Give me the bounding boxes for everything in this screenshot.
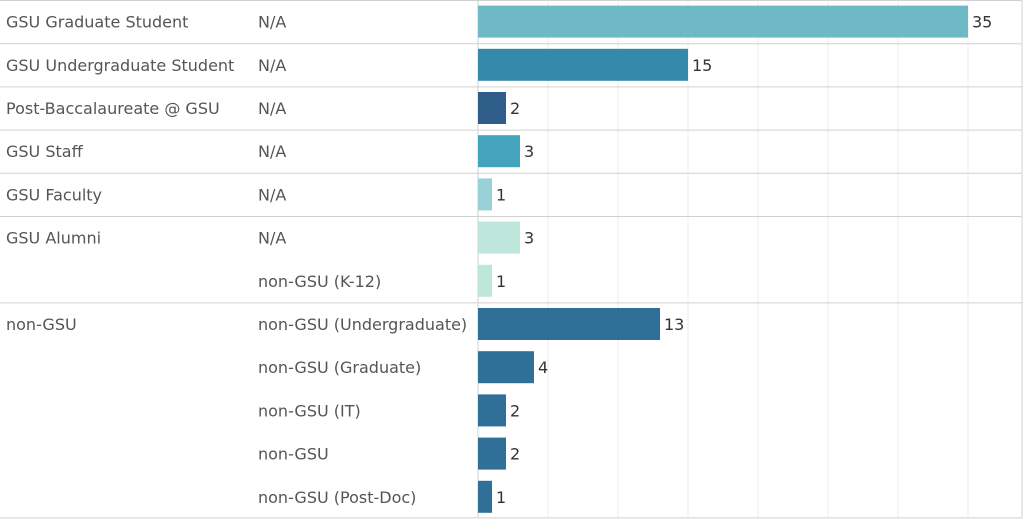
value-label: 15 xyxy=(692,56,712,75)
bar xyxy=(478,351,534,384)
row-label: N/A xyxy=(258,229,286,248)
bar xyxy=(478,135,520,168)
bar xyxy=(478,437,506,470)
labels-layer: GSU Graduate Student N/A 35 GSU Undergradua… xyxy=(6,13,992,507)
bar xyxy=(478,92,506,124)
value-label: 13 xyxy=(664,315,684,334)
value-label: 2 xyxy=(510,401,520,420)
group-label: Post-Baccalaureate @ GSU xyxy=(6,99,220,118)
group-label: GSU Alumni xyxy=(6,229,101,248)
row-label: non-GSU (K-12) xyxy=(258,272,381,291)
bar xyxy=(478,48,688,81)
row-label: non-GSU (Undergraduate) xyxy=(258,315,467,334)
bar xyxy=(478,178,492,211)
row-label: N/A xyxy=(258,185,286,204)
group-label: GSU Staff xyxy=(6,142,84,161)
group-label: GSU Undergraduate Student xyxy=(6,56,234,75)
row-label: non-GSU xyxy=(258,445,329,464)
row-label: N/A xyxy=(258,56,286,75)
row-label: non-GSU (Post-Doc) xyxy=(258,488,416,507)
value-label: 1 xyxy=(496,185,506,204)
value-label: 2 xyxy=(510,445,520,464)
value-label: 35 xyxy=(972,13,992,32)
value-label: 4 xyxy=(538,358,548,377)
bar xyxy=(478,264,492,297)
value-label: 3 xyxy=(524,142,534,161)
bar xyxy=(478,221,520,254)
value-label: 1 xyxy=(496,272,506,291)
row-label: non-GSU (IT) xyxy=(258,401,361,420)
row-label: N/A xyxy=(258,142,286,161)
bar xyxy=(478,5,968,38)
group-label: GSU Graduate Student xyxy=(6,13,188,32)
row-label: N/A xyxy=(258,99,286,118)
value-label: 3 xyxy=(524,229,534,248)
bars-layer xyxy=(478,5,968,513)
row-label: N/A xyxy=(258,13,286,32)
group-label: non-GSU xyxy=(6,315,77,334)
group-label: GSU Faculty xyxy=(6,185,102,204)
value-label: 2 xyxy=(510,99,520,118)
bar xyxy=(478,308,660,340)
value-label: 1 xyxy=(496,488,506,507)
bar xyxy=(478,394,506,427)
row-label: non-GSU (Graduate) xyxy=(258,358,421,377)
bar xyxy=(478,480,492,513)
